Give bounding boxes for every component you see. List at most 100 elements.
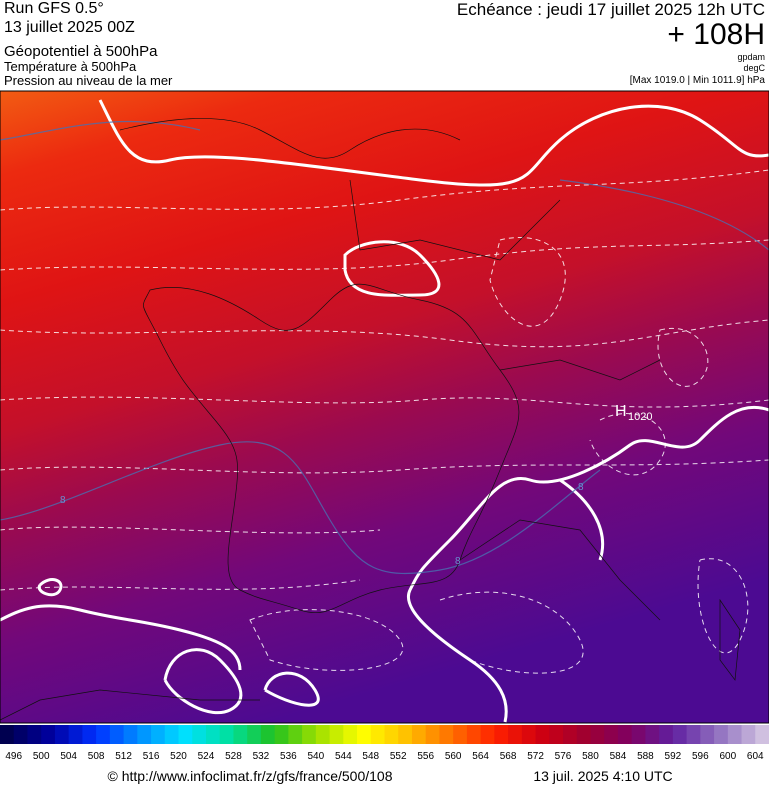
high-pressure-value: 1020 [628, 411, 652, 423]
colorbar-label: 528 [225, 751, 242, 762]
high-pressure-letter: H [615, 403, 627, 420]
colorbar-swatch [247, 725, 262, 744]
colorbar-label: 584 [610, 751, 627, 762]
colorbar-label: 516 [143, 751, 160, 762]
colorbar-swatch [576, 725, 591, 744]
colorbar-label: 596 [692, 751, 709, 762]
colorbar-label: 572 [527, 751, 544, 762]
colorbar-swatch [714, 725, 729, 744]
colorbar-swatch [384, 725, 399, 744]
colorbar-swatch [590, 725, 605, 744]
unit-label: degC [743, 63, 765, 73]
colorbar-swatch [0, 725, 15, 744]
colorbar-swatch [425, 725, 440, 744]
timestamp: 13 juil. 2025 4:10 UTC [533, 768, 672, 784]
colorbar-label: 576 [555, 751, 572, 762]
colorbar-swatch [604, 725, 619, 744]
colorbar-swatch [659, 725, 674, 744]
colorbar-label: 552 [390, 751, 407, 762]
borders [0, 118, 741, 721]
colorbar-swatch [617, 725, 633, 744]
colorbar-swatch [686, 725, 701, 744]
colorbar-label: 604 [747, 751, 764, 762]
colorbar-swatch [164, 725, 180, 744]
colorbar-swatch [727, 725, 743, 744]
colorbar-swatch [645, 725, 660, 744]
colorbar-swatch [27, 725, 42, 744]
isotherm-label: 8 [60, 495, 66, 506]
field-label: Pression au niveau de la mer [4, 73, 173, 88]
colorbar-swatch [672, 725, 688, 744]
colorbar-swatch [329, 725, 344, 744]
colorbar-swatch [302, 725, 317, 744]
colorbar-swatch [68, 725, 83, 744]
field-label: Température à 500hPa [4, 59, 137, 74]
colorbar-swatch [315, 725, 331, 744]
colorbar-swatch [700, 725, 715, 744]
colorbar-swatch [109, 725, 125, 744]
colorbar-swatch [274, 725, 289, 744]
map-frame [0, 90, 769, 724]
colorbar-swatch [563, 725, 578, 744]
colorbar-label: 512 [115, 751, 132, 762]
colorbar-label: 504 [60, 751, 77, 762]
colorbar-label: 560 [445, 751, 462, 762]
colorbar-swatch [741, 725, 756, 744]
lead-time: + 108H [667, 18, 765, 51]
colorbar-swatch [439, 725, 454, 744]
colorbar-swatch [549, 725, 564, 744]
colorbar-label: 532 [253, 751, 270, 762]
colorbar-label: 508 [88, 751, 105, 762]
pressure-range: [Max 1019.0 | Min 1011.9] hPa [630, 75, 766, 86]
colorbar-label: 588 [637, 751, 654, 762]
colorbar-swatch [54, 725, 70, 744]
colorbar-label: 520 [170, 751, 187, 762]
colorbar-swatch [494, 725, 509, 744]
colorbar-label: 540 [307, 751, 324, 762]
isobars-dashed [0, 169, 769, 674]
colorbar-swatch [178, 725, 193, 744]
colorbar-swatch [82, 725, 97, 744]
colorbar-swatch [288, 725, 303, 744]
colorbar-swatch [219, 725, 234, 744]
colorbar-label: 544 [335, 751, 352, 762]
colorbar-swatch [357, 725, 372, 744]
colorbar-swatch [137, 725, 152, 744]
colorbar-swatch [343, 725, 358, 744]
colorbar-swatch [466, 725, 482, 744]
temperature-field [0, 91, 769, 723]
isotherm [0, 120, 769, 575]
colorbar: 496 500 504 508 512 516 520 524 528 532 536 540 544 5… [0, 725, 769, 762]
colorbar-swatch [411, 725, 427, 744]
colorbar-swatch [96, 725, 111, 744]
unit-label: gpdam [737, 52, 765, 62]
colorbar-label: 592 [665, 751, 682, 762]
colorbar-label: 600 [719, 751, 736, 762]
colorbar-swatch [453, 725, 468, 744]
run-date: 13 juillet 2025 00Z [4, 19, 135, 36]
colorbar-label: 524 [198, 751, 215, 762]
colorbar-swatch [521, 725, 537, 744]
colorbar-swatch [123, 725, 138, 744]
colorbar-label: 564 [472, 751, 489, 762]
colorbar-swatch [398, 725, 413, 744]
source-link[interactable]: © http://www.infoclimat.fr/z/gfs/france/… [108, 768, 393, 784]
colorbar-swatch [13, 725, 28, 744]
valid-time: Echéance : jeudi 17 juillet 2025 12h UTC [457, 0, 765, 19]
map-area: H 1020 8 8 8 [0, 91, 769, 723]
colorbar-swatch [192, 725, 207, 744]
isotherm-label: 8 [455, 556, 461, 567]
colorbar-swatch [480, 725, 495, 744]
colorbar-label: 548 [362, 751, 379, 762]
isotherm-label: 8 [578, 482, 584, 493]
colorbar-swatch [631, 725, 646, 744]
colorbar-swatch [205, 725, 221, 744]
colorbar-swatch [755, 725, 769, 744]
colorbar-swatch [260, 725, 276, 744]
colorbar-label: 496 [5, 751, 22, 762]
colorbar-swatch [508, 725, 523, 744]
colorbar-label: 556 [417, 751, 434, 762]
field-label: Géopotentiel à 500hPa [4, 43, 158, 60]
